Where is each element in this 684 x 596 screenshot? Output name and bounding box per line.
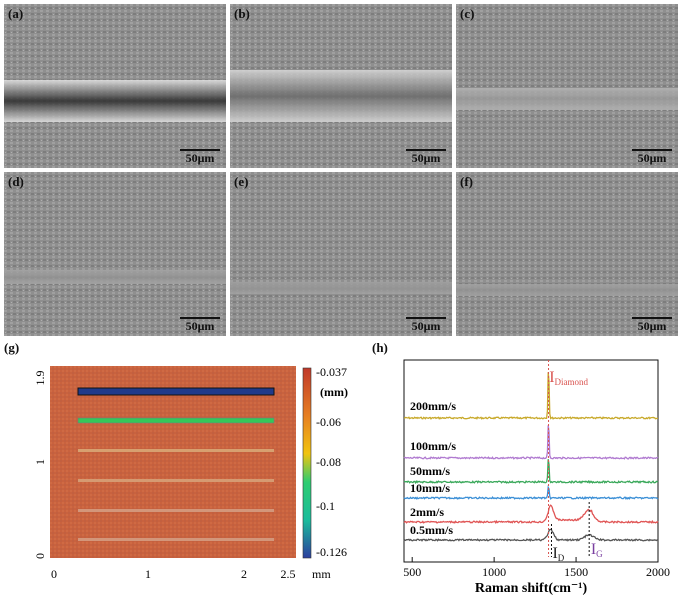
groove-4 xyxy=(78,479,274,482)
colorbar-tick: -0.037 xyxy=(316,365,347,379)
y-tick-label: 1.9 xyxy=(33,371,47,386)
scale-bar-label: 50μm xyxy=(185,151,215,165)
x-tick-label: 2000 xyxy=(646,565,670,579)
groove-1 xyxy=(77,387,275,396)
surface-map xyxy=(50,366,296,558)
panel-label: (c) xyxy=(460,6,475,21)
scale-bar-label: 50μm xyxy=(185,319,215,333)
g-band-label: IG xyxy=(591,541,603,559)
plot-frame xyxy=(403,359,659,563)
sem-image-panel: (c) 50μm xyxy=(456,4,678,168)
series-line-100mms xyxy=(403,425,659,461)
panel-label: (b) xyxy=(234,6,250,21)
panel-label-h: (h) xyxy=(372,340,388,355)
series-label: 50mm/s xyxy=(410,464,450,478)
x-tick-label: 1000 xyxy=(482,565,506,579)
scale-bar-label: 50μm xyxy=(411,151,441,165)
series-line-10mms xyxy=(403,484,659,500)
panel-label: (d) xyxy=(8,174,24,189)
series-line-2mms xyxy=(403,504,659,525)
scale-bar-label: 50μm xyxy=(637,151,667,165)
sem-texture xyxy=(4,172,226,336)
scale-bar-label: 50μm xyxy=(637,319,667,333)
sem-image-panel: (b) 50μm xyxy=(230,4,452,168)
sem-image-panel: (a) 50μm xyxy=(4,4,226,168)
series-line-50mms xyxy=(403,459,659,485)
colorbar xyxy=(302,367,312,559)
colorbar-tick: -0.08 xyxy=(316,455,341,469)
groove-5 xyxy=(78,509,274,512)
colorbar-tick: -0.1 xyxy=(316,499,335,513)
scale-bar: 50μm xyxy=(180,317,220,332)
sem-texture xyxy=(230,172,452,336)
x-tick-label: 0 xyxy=(51,567,57,581)
x-tick-label: 1 xyxy=(145,567,151,581)
colorbar-tick: -0.06 xyxy=(316,415,341,429)
diamond-peak-label: IDiamond xyxy=(549,369,588,387)
scale-bar: 50μm xyxy=(406,317,446,332)
scale-bar: 50μm xyxy=(180,149,220,164)
panel-label: (e) xyxy=(234,174,249,189)
series-label: 200mm/s xyxy=(410,399,456,413)
series-label: 2mm/s xyxy=(410,505,444,519)
d-band-label: ID xyxy=(552,545,564,563)
groove-2 xyxy=(77,417,275,424)
y-tick-label: 1 xyxy=(33,459,47,465)
scale-bar-label: 50μm xyxy=(411,319,441,333)
y-tick-label: 0 xyxy=(33,553,47,559)
scale-bar: 50μm xyxy=(406,149,446,164)
sem-image-panel: (e) 50μm xyxy=(230,172,452,336)
raman-chart: 500 1000 1500 2000 200mm/s 100mm/s 50mm/s 10mm/… xyxy=(403,359,670,596)
series-label: 10mm/s xyxy=(410,481,450,495)
x-tick-label: 2.5 xyxy=(281,567,296,581)
groove-6 xyxy=(78,538,274,541)
panel-label-g: (g) xyxy=(4,340,20,355)
panel-label: (f) xyxy=(460,174,473,189)
series-label: 0.5mm/s xyxy=(410,523,453,537)
colorbar-tick: -0.126 xyxy=(316,545,347,559)
series-label: 100mm/s xyxy=(410,439,456,453)
groove-3 xyxy=(78,449,274,452)
sem-texture xyxy=(456,172,678,336)
scale-bar: 50μm xyxy=(632,317,672,332)
x-axis-label: Raman shift(cm⁻¹) xyxy=(475,581,588,596)
sem-texture xyxy=(4,4,226,168)
series-line-0.5mms xyxy=(403,528,659,542)
x-unit-label: mm xyxy=(312,567,331,581)
sem-image-panel: (f) 50μm xyxy=(456,172,678,336)
sem-image-panel: (d) 50μm xyxy=(4,172,226,336)
x-tick-label: 2 xyxy=(241,567,247,581)
sem-texture xyxy=(456,4,678,168)
panel-label: (a) xyxy=(8,6,24,21)
x-tick-label: 500 xyxy=(403,565,421,579)
x-tick-label: 1500 xyxy=(564,565,588,579)
scale-bar: 50μm xyxy=(632,149,672,164)
series-line-200mms xyxy=(403,372,659,420)
surface-profile-panel: 1.9 1 0 0 1 2 2.5 mm -0.037 (mm) -0.06 -… xyxy=(33,365,348,581)
colorbar-unit: (mm) xyxy=(320,385,348,399)
sem-texture xyxy=(230,4,452,168)
